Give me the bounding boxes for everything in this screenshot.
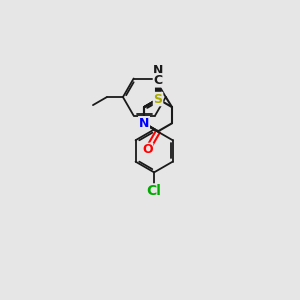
Text: S: S [154, 93, 163, 106]
Text: N: N [153, 64, 163, 77]
Text: N: N [139, 117, 149, 130]
Text: Cl: Cl [147, 184, 162, 198]
Text: C: C [154, 74, 163, 87]
Text: N: N [139, 117, 149, 130]
Text: O: O [142, 143, 153, 156]
